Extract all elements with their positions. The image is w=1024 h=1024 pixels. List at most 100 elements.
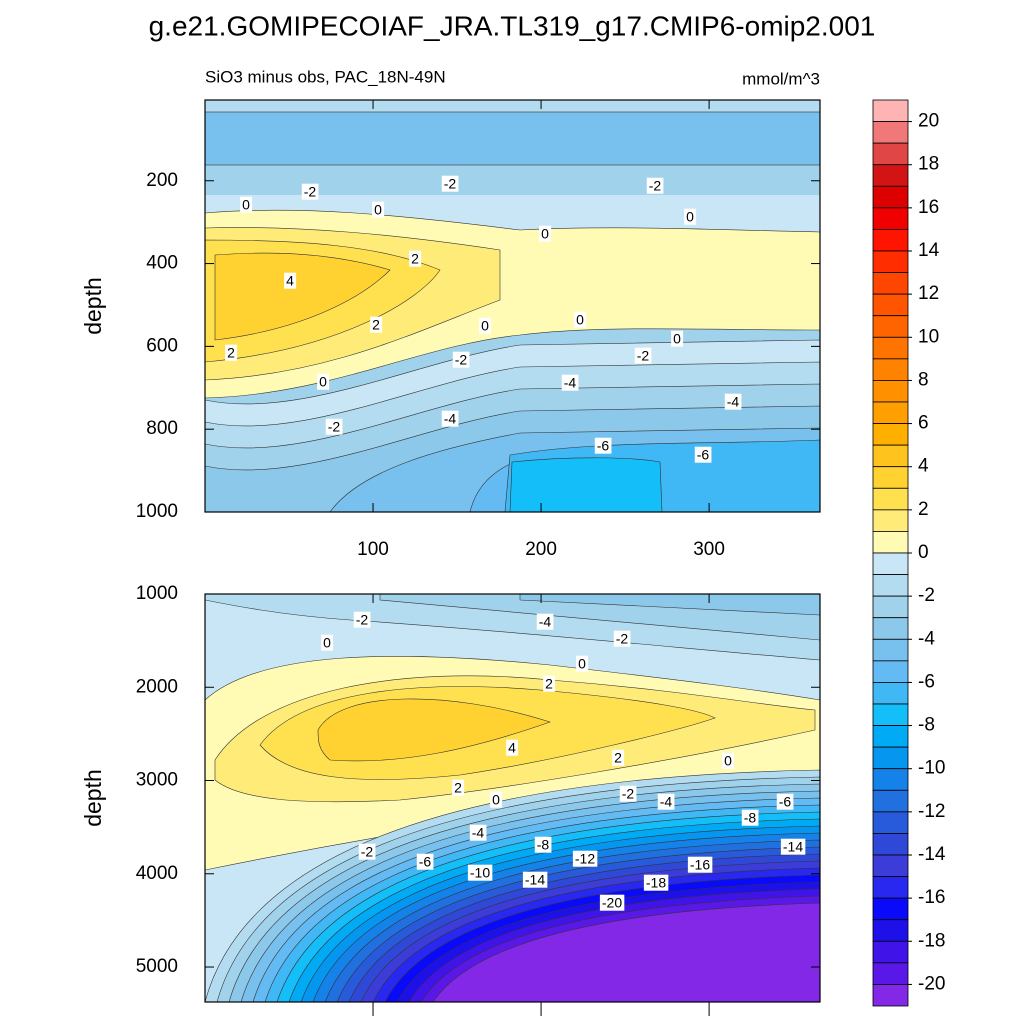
contour-label: 0 bbox=[724, 753, 732, 769]
contour-label: 2 bbox=[411, 251, 419, 267]
contour-label: -2 bbox=[622, 786, 635, 802]
contour-label-bg bbox=[776, 793, 794, 810]
contour-label-bg bbox=[490, 791, 503, 808]
contour-label: -20 bbox=[602, 895, 622, 911]
contour-field bbox=[205, 594, 820, 1002]
contour-label: 2 bbox=[227, 345, 235, 361]
contour-label: -2 bbox=[616, 631, 629, 647]
contour-fill bbox=[205, 111, 820, 166]
contour-label: 0 bbox=[686, 209, 694, 225]
contour-label: 0 bbox=[319, 374, 327, 390]
colorbar-label: 10 bbox=[918, 326, 939, 347]
colorbar-box bbox=[872, 962, 909, 985]
contour-fill bbox=[509, 457, 663, 512]
colorbar-box bbox=[872, 897, 909, 921]
contour-label: 0 bbox=[323, 635, 331, 651]
y-axis-label: depth bbox=[80, 277, 106, 335]
colorbar-label: 2 bbox=[918, 499, 929, 520]
contour-label: -14 bbox=[783, 839, 803, 855]
colorbar-label: -4 bbox=[918, 628, 935, 649]
contour-label: 0 bbox=[578, 656, 586, 672]
contour-label: -2 bbox=[328, 419, 341, 435]
colorbar-box bbox=[872, 293, 909, 317]
contour-label-bg bbox=[452, 779, 465, 796]
colorbar-box bbox=[872, 919, 909, 942]
contour-label-bg bbox=[657, 793, 675, 810]
contour-label: -6 bbox=[779, 794, 792, 810]
contour-label-bg bbox=[574, 311, 587, 328]
colorbar-label: -8 bbox=[918, 715, 935, 736]
contour-label-bg bbox=[724, 393, 742, 410]
contour-label: 0 bbox=[492, 792, 500, 808]
plot-frame bbox=[204, 99, 821, 513]
colorbar-label: 18 bbox=[918, 154, 939, 175]
colorbar-box bbox=[872, 682, 909, 705]
colorbar-box bbox=[872, 401, 909, 424]
contour-label-bg bbox=[534, 836, 552, 853]
contour-label-bg bbox=[416, 853, 434, 870]
y-axis-label: depth bbox=[80, 769, 106, 827]
colorbar-box bbox=[872, 164, 909, 187]
contour-label-bg bbox=[741, 809, 759, 826]
contour-label: -8 bbox=[744, 810, 757, 826]
contour-fill bbox=[205, 100, 820, 112]
contour-label-bg bbox=[479, 317, 492, 334]
colorbar-label: 12 bbox=[918, 283, 939, 304]
contour-label-bg bbox=[687, 856, 713, 873]
colorbar-box bbox=[872, 531, 909, 554]
contour-fill bbox=[317, 698, 551, 762]
colorbar-box bbox=[872, 876, 909, 899]
contour-label: 2 bbox=[614, 750, 622, 766]
contour-label-bg bbox=[613, 630, 631, 647]
contour-label-bg bbox=[506, 739, 519, 756]
contour-label-bg bbox=[467, 864, 493, 881]
contour-label-bg bbox=[539, 225, 552, 242]
colorbar-box bbox=[872, 768, 909, 791]
colorbar-box bbox=[872, 617, 909, 640]
colorbar-label: -6 bbox=[918, 671, 935, 692]
y-tick-label: 400 bbox=[146, 253, 178, 274]
contour-label-bg bbox=[599, 894, 625, 911]
colorbar-label: -2 bbox=[918, 585, 935, 606]
contour-field bbox=[205, 100, 820, 512]
y-tick-label: 4000 bbox=[136, 863, 178, 884]
contour-label: -4 bbox=[444, 411, 457, 427]
contour-label-bg bbox=[572, 850, 598, 867]
contour-label-bg bbox=[225, 344, 238, 361]
contour-label-bg bbox=[684, 208, 697, 225]
colorbar-label: -10 bbox=[918, 758, 945, 779]
contour-label-bg bbox=[536, 613, 554, 630]
y-tick-label: 5000 bbox=[136, 956, 178, 977]
contour-label: -10 bbox=[470, 865, 490, 881]
contour-label: 0 bbox=[576, 312, 584, 328]
x-tick-label: 200 bbox=[525, 539, 557, 560]
y-tick-label: 3000 bbox=[136, 770, 178, 791]
contour-label-bg bbox=[452, 351, 470, 368]
contour-label-bg bbox=[372, 201, 385, 218]
colorbar-box bbox=[872, 574, 909, 597]
colorbar-box bbox=[872, 703, 909, 726]
contour-label-bg bbox=[325, 418, 343, 435]
contour-label: -4 bbox=[539, 614, 552, 630]
colorbar-label: -16 bbox=[918, 887, 945, 908]
colorbar-box bbox=[872, 272, 909, 295]
colorbar-box bbox=[872, 423, 909, 446]
contour-label-bg bbox=[321, 634, 334, 651]
y-tick-label: 600 bbox=[146, 335, 178, 356]
contour-label: -8 bbox=[537, 837, 550, 853]
contour-label: -12 bbox=[575, 851, 595, 867]
chart-title: g.e21.GOMIPECOIAF_JRA.TL319_g17.CMIP6-om… bbox=[149, 10, 876, 41]
contour-label-bg bbox=[671, 330, 684, 347]
x-tick-label: 300 bbox=[693, 539, 725, 560]
contour-label-bg bbox=[358, 843, 376, 860]
colorbar-box bbox=[872, 940, 909, 964]
colorbar-box bbox=[872, 142, 909, 166]
colorbar-box bbox=[872, 509, 909, 532]
contour-label-bg bbox=[722, 752, 735, 769]
contour-label: -2 bbox=[637, 348, 650, 364]
subtitle: SiO3 minus obs, PAC_18N-49N bbox=[205, 67, 446, 86]
contour-label-bg bbox=[576, 655, 589, 672]
plot-frame bbox=[204, 593, 821, 1003]
